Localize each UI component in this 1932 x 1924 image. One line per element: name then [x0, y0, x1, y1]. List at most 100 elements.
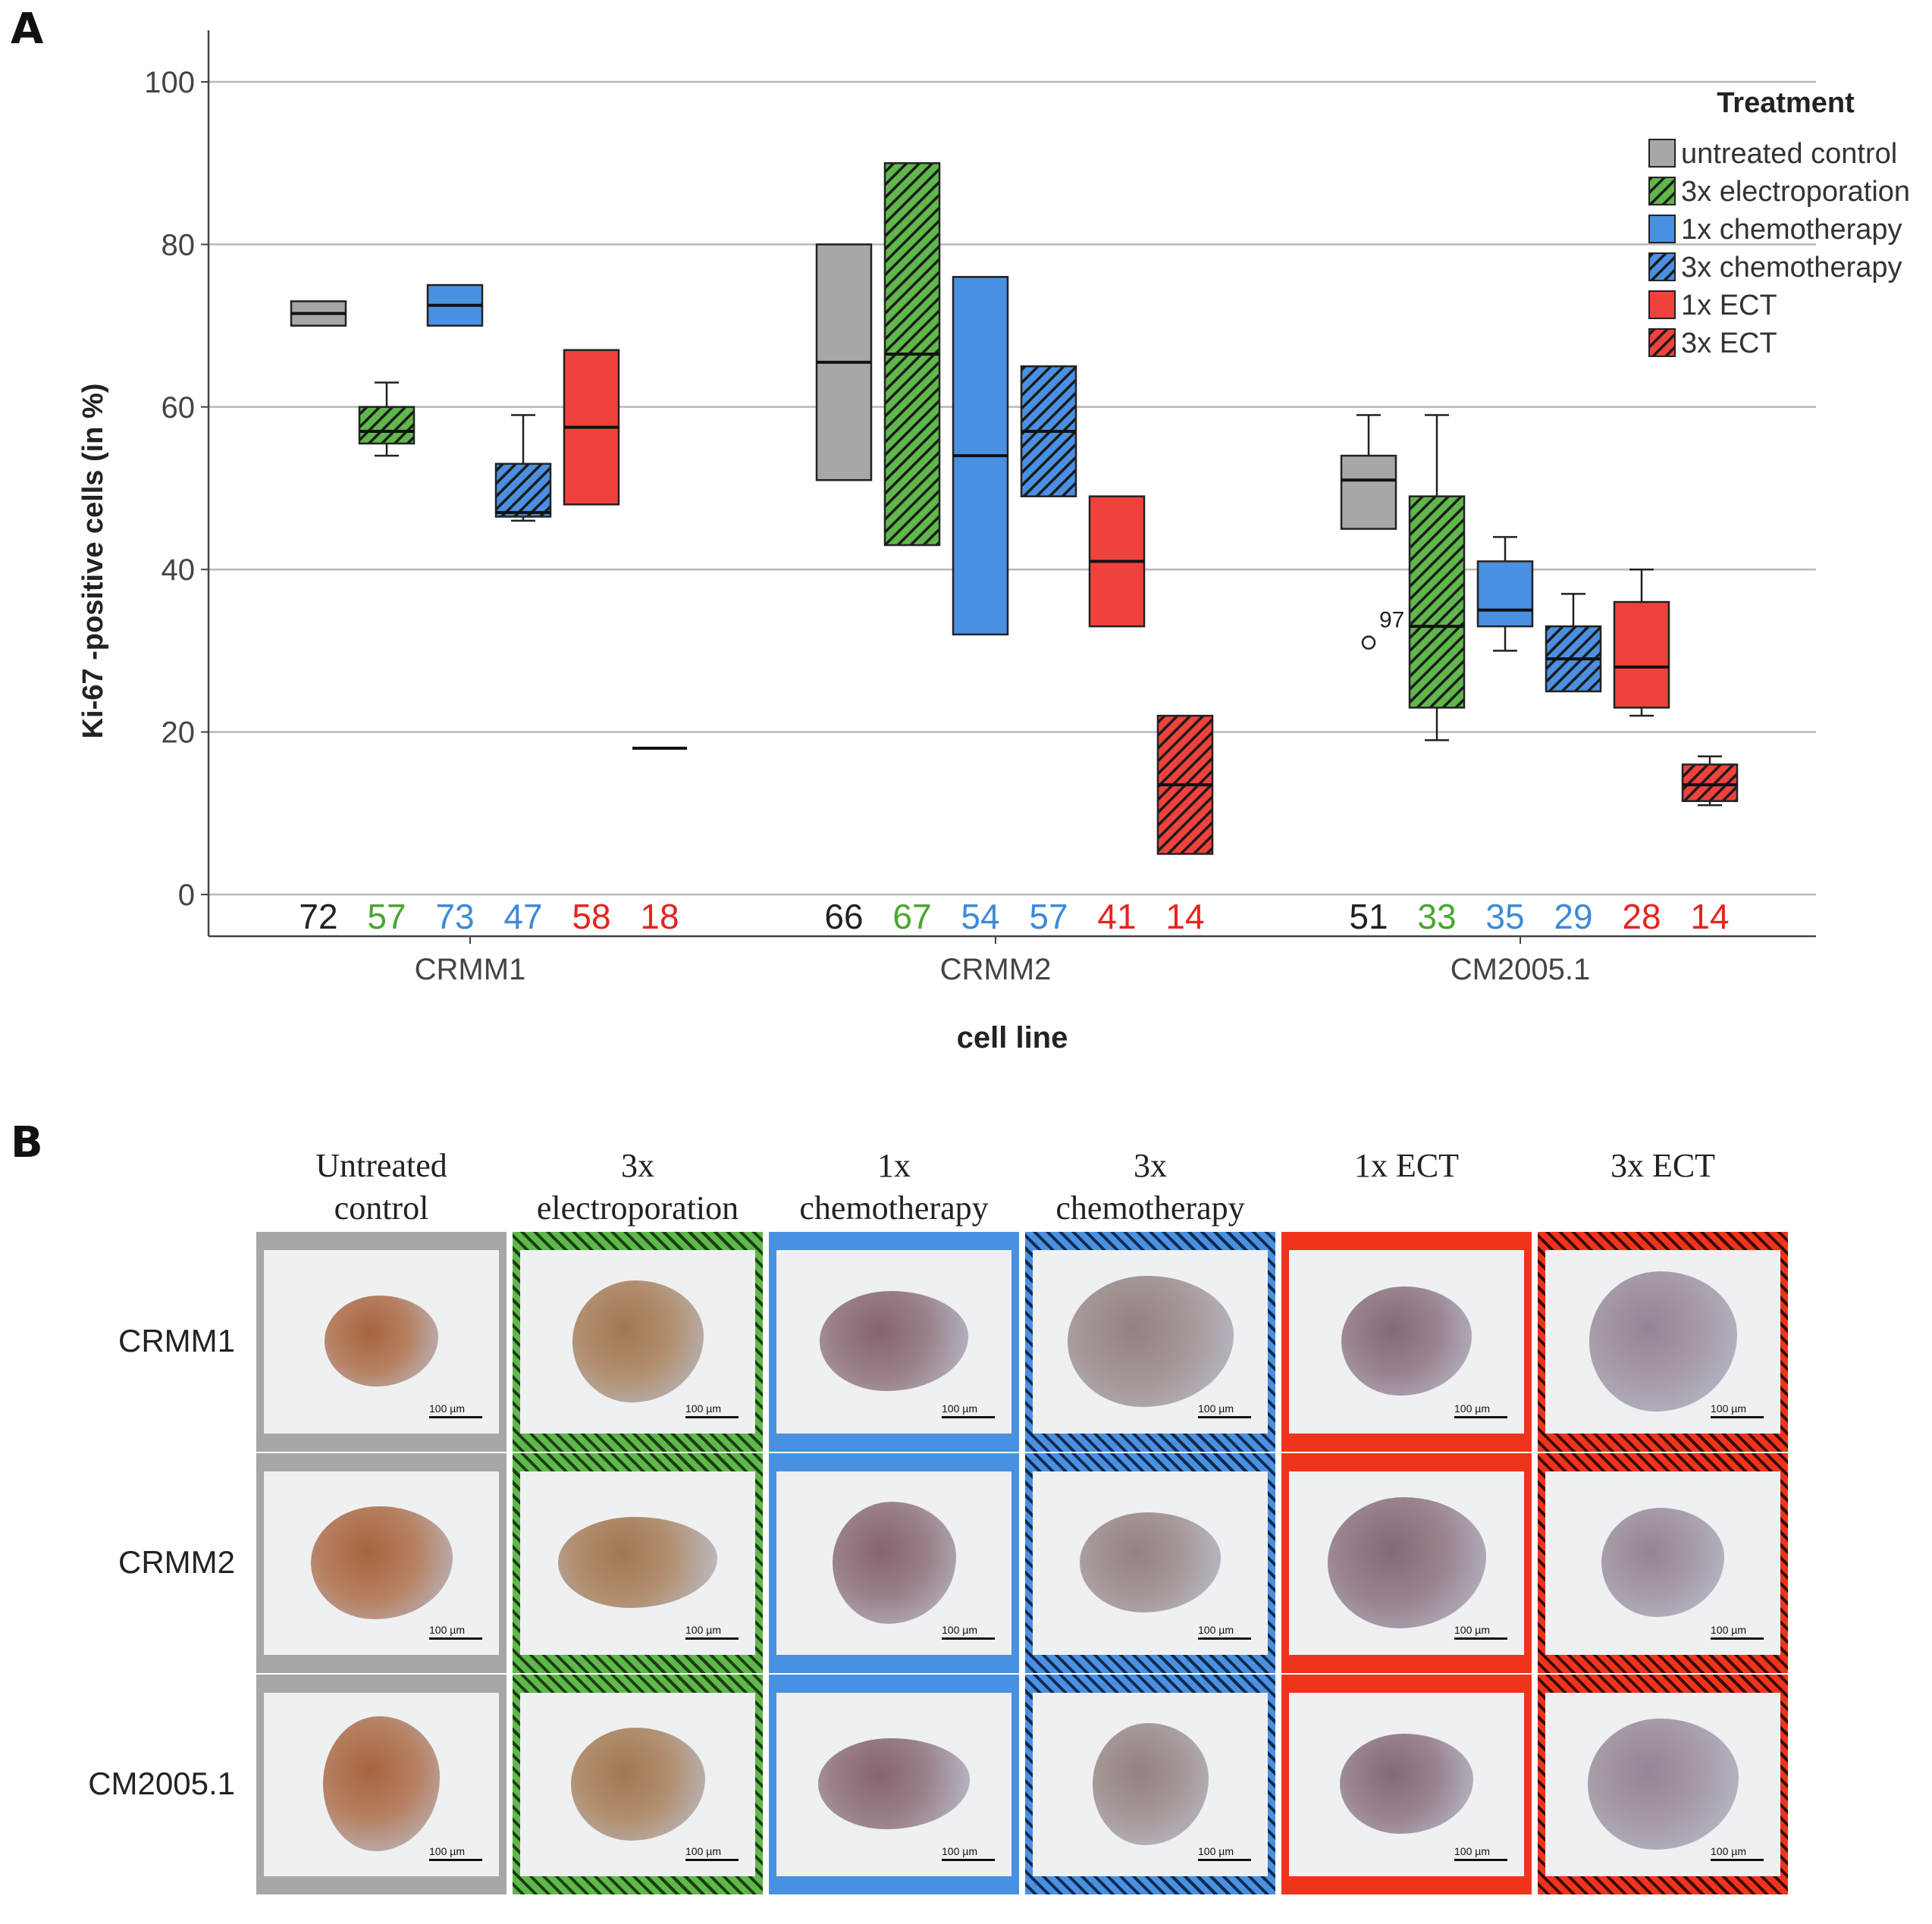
spheroid-section — [572, 1280, 704, 1402]
spheroid-section — [1092, 1722, 1209, 1845]
spheroid-section — [570, 1727, 705, 1841]
median-value-label: 58 — [572, 897, 610, 936]
column-header-line2: electroporation — [536, 1189, 739, 1227]
column-header-line1: 1x — [877, 1147, 911, 1184]
median-value-label: 57 — [1029, 897, 1068, 936]
panel-a-letter: A — [11, 5, 44, 54]
y-axis-label: Ki-67 -positive cells (in %) — [77, 384, 109, 739]
median-value-label: 72 — [299, 897, 337, 936]
microscopy-image: 100 µm — [776, 1693, 1011, 1876]
column-header-line1 — [1538, 1187, 1788, 1230]
column-header-line1: 3x — [621, 1147, 654, 1184]
panel-b-letter: B — [11, 1118, 43, 1167]
scale-bar-label: 100 µm — [429, 1845, 465, 1857]
column-header-line2: 1x ECT — [1353, 1147, 1460, 1184]
legend-swatch — [1648, 215, 1676, 243]
scale-bar-label: 100 µm — [1198, 1624, 1234, 1636]
row-header: CRMM2 — [118, 1544, 235, 1580]
ihc-image-cell: 100 µm — [769, 1453, 1019, 1673]
y-tick-label: 60 — [162, 391, 196, 425]
x-category-label: CRMM2 — [940, 953, 1052, 986]
ihc-image-cell: 100 µm — [1281, 1675, 1532, 1894]
scale-bar-line — [1198, 1859, 1251, 1861]
microscopy-image: 100 µm — [264, 1250, 499, 1434]
scale-bar-line — [1711, 1416, 1764, 1418]
spheroid-section — [1341, 1286, 1472, 1396]
column-header-line1: 3x — [1134, 1147, 1167, 1184]
ihc-image-cell: 100 µm — [769, 1232, 1019, 1452]
y-tick-label: 40 — [162, 553, 196, 587]
scale-bar-label: 100 µm — [1454, 1845, 1490, 1857]
scale-bar-label: 100 µm — [1454, 1624, 1490, 1636]
scale-bar-line — [429, 1637, 482, 1640]
ihc-image-cell: 100 µm — [1281, 1232, 1532, 1452]
scale-bar-label: 100 µm — [429, 1402, 465, 1415]
legend-item-label: 1x chemotherapy — [1681, 214, 1902, 246]
median-value-label: 51 — [1349, 897, 1388, 936]
spheroid-section — [558, 1517, 717, 1608]
legend-swatch — [1648, 252, 1676, 281]
outlier-point — [1361, 635, 1376, 650]
microscopy-image: 100 µm — [264, 1693, 499, 1876]
median-value-label: 14 — [1165, 897, 1204, 936]
microscopy-image: 100 µm — [776, 1250, 1011, 1434]
column-header-line2: control — [334, 1189, 429, 1227]
scale-bar: 100 µm — [1198, 1845, 1251, 1861]
scale-bar-label: 100 µm — [1198, 1402, 1234, 1415]
legend-item-label: 1x ECT — [1681, 290, 1777, 321]
scale-bar: 100 µm — [429, 1402, 482, 1418]
box — [1613, 600, 1670, 709]
legend-title: Treatment — [1717, 87, 1855, 119]
column-header-line1: Untreated — [315, 1147, 447, 1184]
scale-bar-line — [1711, 1859, 1764, 1861]
box — [358, 406, 416, 445]
microscopy-image: 100 µm — [1545, 1693, 1780, 1876]
median-value-label: 33 — [1417, 897, 1456, 936]
ihc-image-cell: 100 µm — [256, 1675, 507, 1894]
median-value-label: 73 — [435, 897, 474, 936]
ihc-image-cell: 100 µm — [513, 1453, 763, 1673]
scale-bar-line — [685, 1859, 739, 1861]
median-value-label: 28 — [1622, 897, 1661, 936]
scale-bar: 100 µm — [1454, 1624, 1507, 1640]
ihc-image-cell: 100 µm — [1538, 1453, 1788, 1673]
y-tick-label: 100 — [144, 66, 195, 99]
scale-bar-label: 100 µm — [1198, 1845, 1234, 1857]
spheroid-section — [1340, 1734, 1473, 1834]
median-value-label: 47 — [503, 897, 542, 936]
y-tick-label: 20 — [162, 716, 196, 750]
scale-bar: 100 µm — [942, 1845, 995, 1861]
scale-bar-label: 100 µm — [1454, 1402, 1490, 1415]
spheroid-section — [818, 1738, 970, 1829]
scale-bar-label: 100 µm — [1711, 1845, 1746, 1857]
legend-swatch — [1648, 328, 1676, 357]
median-value-label: 54 — [961, 897, 999, 936]
median-value-label: 67 — [892, 897, 931, 936]
scale-bar-label: 100 µm — [1711, 1402, 1746, 1415]
ihc-image-cell: 100 µm — [256, 1232, 507, 1452]
spheroid-section — [323, 1716, 440, 1851]
microscopy-image: 100 µm — [1033, 1250, 1268, 1434]
median-value-label: 41 — [1097, 897, 1136, 936]
scale-bar-line — [1454, 1637, 1507, 1640]
spheroid-section — [1589, 1271, 1737, 1412]
spheroid-section — [1601, 1508, 1724, 1617]
spheroid-section — [820, 1291, 968, 1391]
y-tick-label: 0 — [178, 879, 195, 912]
microscopy-image: 100 µm — [520, 1471, 755, 1655]
scale-bar-line — [1454, 1859, 1507, 1861]
ki67-boxplot-chart: 0 20 40 60 80 100 Ki-67 -positive cells (in %)… — [77, 30, 1910, 1054]
ihc-image-cell: 100 µm — [769, 1675, 1019, 1894]
microscopy-image: 100 µm — [1033, 1471, 1268, 1655]
column-header: 3x ECT — [1538, 1145, 1788, 1230]
column-header: 1x ECT — [1281, 1145, 1532, 1230]
scale-bar-label: 100 µm — [685, 1845, 721, 1857]
row-header: CM2005.1 — [88, 1766, 235, 1801]
ihc-image-cell: 100 µm — [1538, 1232, 1788, 1452]
scale-bar-line — [429, 1416, 482, 1418]
ihc-image-cell: 100 µm — [256, 1453, 507, 1673]
y-tick-label: 80 — [162, 228, 196, 262]
legend-item-label: 3x ECT — [1681, 327, 1777, 359]
median-value-label: 66 — [824, 897, 863, 936]
column-header-line2: chemotherapy — [1055, 1189, 1245, 1227]
